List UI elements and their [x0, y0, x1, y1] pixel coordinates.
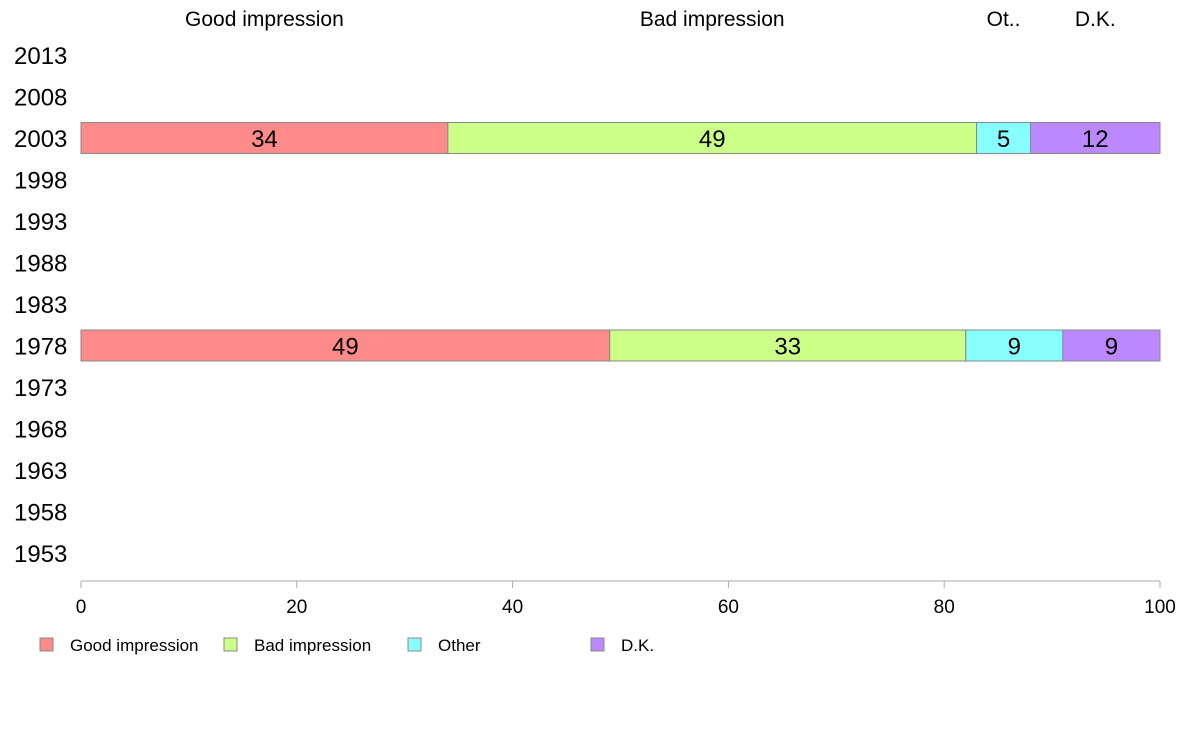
y-label-1973: 1973: [14, 375, 67, 402]
y-label-1988: 1988: [14, 251, 67, 278]
bar-label-2003-d-k: 12: [1082, 126, 1109, 153]
bar-label-2003-other: 5: [997, 126, 1010, 153]
bar-label-2003-bad-impression: 49: [699, 126, 726, 153]
bar-1978-bad-impression: [609, 329, 967, 362]
column-header-d-k: D.K.: [1075, 8, 1116, 31]
legend-label-bad-impression: Bad impression: [254, 636, 371, 655]
bar-label-2003-good-impression: 34: [251, 126, 278, 153]
legend-swatch-other: [407, 637, 422, 652]
x-tick-label-100: 100: [1144, 597, 1176, 618]
legend-swatch-d-k: [590, 637, 605, 652]
y-label-2003: 2003: [14, 126, 67, 153]
x-tick-label-0: 0: [76, 597, 87, 618]
bar-2003-good-impression: [80, 122, 449, 154]
bar-1978-other: [965, 329, 1064, 362]
y-label-1978: 1978: [14, 334, 67, 361]
legend: Good impression Bad impression Other D.K.: [39, 636, 654, 655]
legend-label-other: Other: [438, 636, 481, 655]
bar-label-1978-bad-impression: 33: [774, 334, 801, 361]
bar-label-1978-d-k: 9: [1105, 334, 1118, 361]
y-label-1968: 1968: [14, 417, 67, 444]
column-header-good-impression: Good impression: [185, 8, 344, 31]
bar-1978-good-impression: [80, 329, 611, 362]
bar-2003-other: [976, 122, 1032, 154]
column-header-bad-impression: Bad impression: [640, 8, 785, 31]
x-axis: 0 20 40 60 80 100: [76, 580, 1176, 618]
column-header-other: Ot..: [987, 8, 1021, 31]
bar-label-1978-other: 9: [1008, 334, 1021, 361]
legend-label-d-k: D.K.: [621, 636, 654, 655]
y-label-1993: 1993: [14, 209, 67, 236]
y-label-1983: 1983: [14, 292, 67, 319]
x-tick-label-40: 40: [502, 597, 523, 618]
bars: 34 49 5 12 49 33 9 9: [80, 122, 1161, 362]
legend-label-good-impression: Good impression: [70, 636, 199, 655]
column-headers: Good impression Bad impression Ot.. D.K.: [185, 8, 1116, 31]
bar-label-1978-good-impression: 49: [332, 334, 359, 361]
x-tick-label-80: 80: [934, 597, 955, 618]
y-label-2013: 2013: [14, 43, 67, 70]
legend-swatch-bad-impression: [223, 637, 238, 652]
legend-swatch-good-impression: [39, 637, 54, 652]
y-label-1998: 1998: [14, 168, 67, 195]
bar-2003-bad-impression: [447, 122, 978, 154]
y-label-2008: 2008: [14, 85, 67, 112]
y-label-1963: 1963: [14, 458, 67, 485]
bar-1978-d-k: [1062, 329, 1161, 362]
y-axis-labels: 2013 2008 2003 1998 1993 1988 1983 1978 1973 1968…: [14, 43, 67, 568]
x-tick-label-20: 20: [286, 597, 307, 618]
bar-2003-d-k: [1030, 122, 1161, 154]
x-tick-label-60: 60: [718, 597, 739, 618]
y-label-1958: 1958: [14, 500, 67, 527]
y-label-1953: 1953: [14, 541, 67, 568]
